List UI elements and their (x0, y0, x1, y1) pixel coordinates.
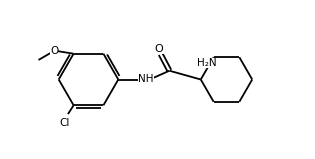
Text: O: O (155, 44, 163, 54)
Text: Cl: Cl (60, 118, 70, 128)
Text: NH: NH (138, 75, 153, 84)
Text: O: O (50, 46, 58, 56)
Text: H₂N: H₂N (197, 58, 216, 68)
